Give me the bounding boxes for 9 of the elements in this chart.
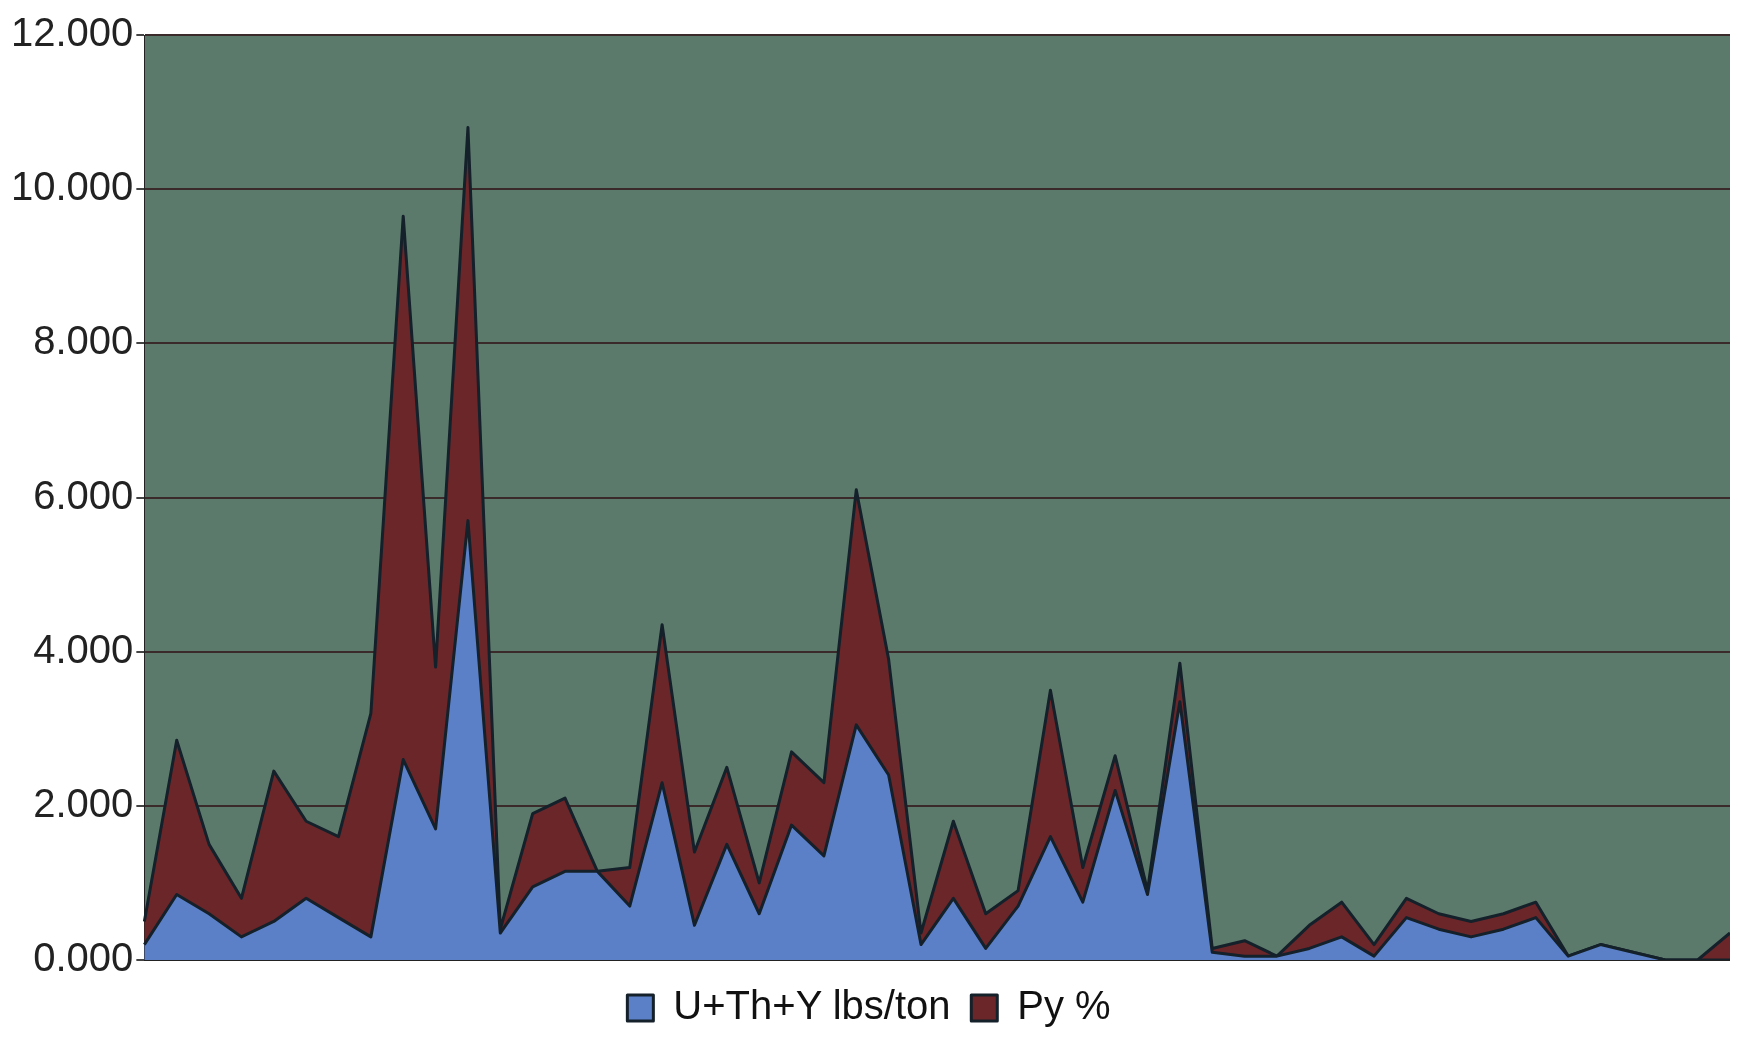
y-tick-label: 2.000 <box>33 780 134 825</box>
y-tick-label: 8.000 <box>33 318 134 363</box>
y-tick-label: 6.000 <box>33 472 134 517</box>
legend-label: Py % <box>1017 983 1111 1028</box>
y-tick-label: 12.000 <box>11 10 134 55</box>
legend-label: U+Th+Y lbs/ton <box>673 983 951 1028</box>
y-tick-label: 4.000 <box>33 626 134 671</box>
y-tick-label: 10.000 <box>11 164 134 209</box>
y-tick-label: 0.000 <box>33 935 134 980</box>
